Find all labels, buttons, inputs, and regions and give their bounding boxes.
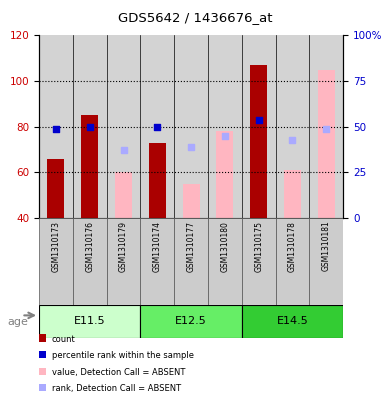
Bar — [106, 218, 140, 305]
Point — [289, 137, 296, 143]
Text: value, Detection Call = ABSENT: value, Detection Call = ABSENT — [52, 368, 185, 377]
Bar — [81, 115, 98, 218]
Bar — [216, 131, 233, 218]
Text: E11.5: E11.5 — [74, 316, 106, 326]
Bar — [242, 218, 276, 305]
Bar — [48, 159, 64, 218]
Text: E12.5: E12.5 — [175, 316, 207, 326]
Point — [121, 147, 127, 153]
Point — [188, 144, 194, 151]
Text: GSM1310180: GSM1310180 — [220, 221, 229, 272]
Point — [53, 126, 59, 132]
Text: GDS5642 / 1436676_at: GDS5642 / 1436676_at — [118, 11, 272, 24]
Text: percentile rank within the sample: percentile rank within the sample — [52, 351, 194, 360]
Text: age: age — [8, 317, 29, 327]
Text: GSM1310178: GSM1310178 — [288, 221, 297, 272]
Text: E14.5: E14.5 — [277, 316, 308, 326]
Bar — [318, 70, 335, 218]
Point — [255, 117, 262, 123]
Bar — [242, 305, 343, 338]
Text: rank, Detection Call = ABSENT: rank, Detection Call = ABSENT — [52, 384, 181, 393]
Bar — [174, 218, 208, 305]
Bar — [115, 173, 132, 218]
Text: GSM1310175: GSM1310175 — [254, 221, 263, 272]
Bar — [140, 305, 242, 338]
Text: GSM1310181: GSM1310181 — [322, 221, 331, 272]
Text: GSM1310176: GSM1310176 — [85, 221, 94, 272]
Point — [323, 126, 330, 132]
Bar — [73, 218, 106, 305]
Bar — [309, 218, 343, 305]
Text: GSM1310174: GSM1310174 — [153, 221, 162, 272]
Point — [222, 133, 228, 139]
Bar — [284, 170, 301, 218]
Bar — [276, 218, 309, 305]
Bar — [183, 184, 200, 218]
Point — [154, 123, 160, 130]
Text: GSM1310179: GSM1310179 — [119, 221, 128, 272]
Text: count: count — [52, 335, 76, 344]
Bar — [250, 65, 267, 218]
Point — [87, 123, 93, 130]
Bar — [39, 305, 140, 338]
Bar — [140, 218, 174, 305]
Bar — [39, 218, 73, 305]
Bar — [208, 218, 242, 305]
Text: GSM1310177: GSM1310177 — [186, 221, 196, 272]
Bar — [149, 143, 166, 218]
Text: GSM1310173: GSM1310173 — [51, 221, 60, 272]
